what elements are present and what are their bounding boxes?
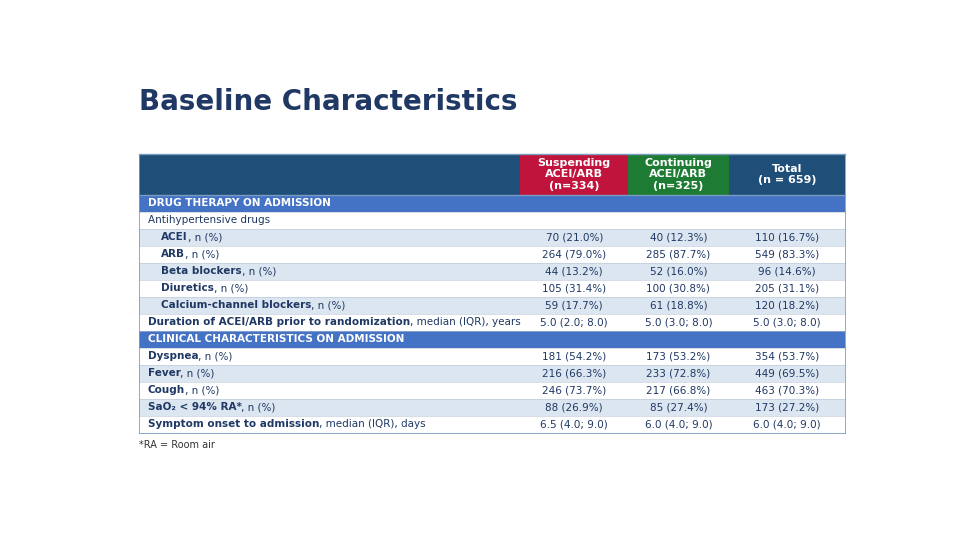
Bar	[520, 154, 628, 194]
Text: 449 (69.5%): 449 (69.5%)	[755, 368, 819, 378]
Text: 216 (66.3%): 216 (66.3%)	[542, 368, 607, 378]
Bar	[138, 382, 846, 399]
Text: 85 (27.4%): 85 (27.4%)	[650, 402, 708, 412]
Text: 100 (30.8%): 100 (30.8%)	[646, 283, 710, 293]
Text: , median (IQR), years: , median (IQR), years	[410, 317, 520, 327]
Text: , n (%): , n (%)	[187, 232, 222, 242]
Bar	[729, 154, 846, 194]
Text: Suspending
ACEI/ARB
(n=334): Suspending ACEI/ARB (n=334)	[538, 158, 611, 191]
Bar	[138, 296, 846, 314]
Text: 70 (21.0%): 70 (21.0%)	[545, 232, 603, 242]
Text: 264 (79.0%): 264 (79.0%)	[542, 249, 607, 259]
Text: DRUG THERAPY ON ADMISSION: DRUG THERAPY ON ADMISSION	[148, 198, 330, 208]
Text: 6.0 (4.0; 9.0): 6.0 (4.0; 9.0)	[644, 419, 712, 429]
Text: 88 (26.9%): 88 (26.9%)	[545, 402, 603, 412]
Text: 5.0 (3.0; 8.0): 5.0 (3.0; 8.0)	[754, 317, 821, 327]
Text: 181 (54.2%): 181 (54.2%)	[542, 351, 607, 361]
Bar	[138, 246, 846, 262]
Text: Continuing
ACEI/ARB
(n=325): Continuing ACEI/ARB (n=325)	[644, 158, 712, 191]
Text: ARB: ARB	[161, 249, 185, 259]
Text: 120 (18.2%): 120 (18.2%)	[755, 300, 819, 310]
Text: , n (%): , n (%)	[214, 283, 249, 293]
Text: 52 (16.0%): 52 (16.0%)	[650, 266, 708, 276]
Text: Baseline Characteristics: Baseline Characteristics	[138, 87, 517, 116]
Text: Antihypertensive drugs: Antihypertensive drugs	[148, 215, 270, 225]
Text: , n (%): , n (%)	[311, 300, 346, 310]
Bar	[138, 262, 846, 280]
Bar	[138, 399, 846, 416]
Bar	[138, 228, 846, 246]
Text: 5.0 (2.0; 8.0): 5.0 (2.0; 8.0)	[540, 317, 608, 327]
Text: Cough: Cough	[148, 385, 184, 395]
Bar	[138, 212, 846, 228]
Text: SaO₂ < 94% RA*: SaO₂ < 94% RA*	[148, 402, 241, 412]
Text: CLINICAL CHARACTERISTICS ON ADMISSION: CLINICAL CHARACTERISTICS ON ADMISSION	[148, 334, 404, 344]
Text: , n (%): , n (%)	[184, 385, 219, 395]
Bar	[138, 330, 846, 348]
Text: 246 (73.7%): 246 (73.7%)	[542, 385, 607, 395]
Text: , n (%): , n (%)	[241, 402, 276, 412]
Bar	[138, 314, 846, 330]
Text: 5.0 (3.0; 8.0): 5.0 (3.0; 8.0)	[644, 317, 712, 327]
Text: Calcium-channel blockers: Calcium-channel blockers	[161, 300, 311, 310]
Text: 354 (53.7%): 354 (53.7%)	[755, 351, 819, 361]
Text: 217 (66.8%): 217 (66.8%)	[646, 385, 710, 395]
Text: 44 (13.2%): 44 (13.2%)	[545, 266, 603, 276]
Text: Fever: Fever	[148, 368, 180, 378]
Text: Duration of ACEI/ARB prior to randomization: Duration of ACEI/ARB prior to randomizat…	[148, 317, 410, 327]
Text: Symptom onset to admission: Symptom onset to admission	[148, 419, 319, 429]
Text: 6.5 (4.0; 9.0): 6.5 (4.0; 9.0)	[540, 419, 608, 429]
Bar	[138, 348, 846, 364]
Text: Diuretics: Diuretics	[161, 283, 214, 293]
Text: 59 (17.7%): 59 (17.7%)	[545, 300, 603, 310]
Text: ACEI: ACEI	[161, 232, 187, 242]
Text: 233 (72.8%): 233 (72.8%)	[646, 368, 710, 378]
Text: 549 (83.3%): 549 (83.3%)	[755, 249, 819, 259]
Text: 285 (87.7%): 285 (87.7%)	[646, 249, 710, 259]
Text: Dyspnea: Dyspnea	[148, 351, 198, 361]
Text: 173 (53.2%): 173 (53.2%)	[646, 351, 710, 361]
Text: Beta blockers: Beta blockers	[161, 266, 242, 276]
Text: 110 (16.7%): 110 (16.7%)	[755, 232, 819, 242]
Text: , n (%): , n (%)	[242, 266, 276, 276]
Text: 96 (14.6%): 96 (14.6%)	[758, 266, 816, 276]
Text: 205 (31.1%): 205 (31.1%)	[755, 283, 819, 293]
Bar	[138, 280, 846, 296]
Text: , n (%): , n (%)	[198, 351, 232, 361]
Bar	[138, 364, 846, 382]
Text: , n (%): , n (%)	[185, 249, 219, 259]
Bar	[138, 194, 846, 212]
Text: 105 (31.4%): 105 (31.4%)	[542, 283, 607, 293]
Text: 40 (12.3%): 40 (12.3%)	[650, 232, 708, 242]
Text: 61 (18.8%): 61 (18.8%)	[650, 300, 708, 310]
Bar	[138, 154, 520, 194]
Text: 463 (70.3%): 463 (70.3%)	[755, 385, 819, 395]
Bar	[628, 154, 729, 194]
Text: *RA = Room air: *RA = Room air	[138, 440, 214, 450]
Text: 6.0 (4.0; 9.0): 6.0 (4.0; 9.0)	[754, 419, 821, 429]
Text: , median (IQR), days: , median (IQR), days	[319, 419, 425, 429]
Bar	[138, 416, 846, 433]
Text: 173 (27.2%): 173 (27.2%)	[755, 402, 819, 412]
Text: Total
(n = 659): Total (n = 659)	[757, 164, 816, 185]
Text: , n (%): , n (%)	[180, 368, 215, 378]
